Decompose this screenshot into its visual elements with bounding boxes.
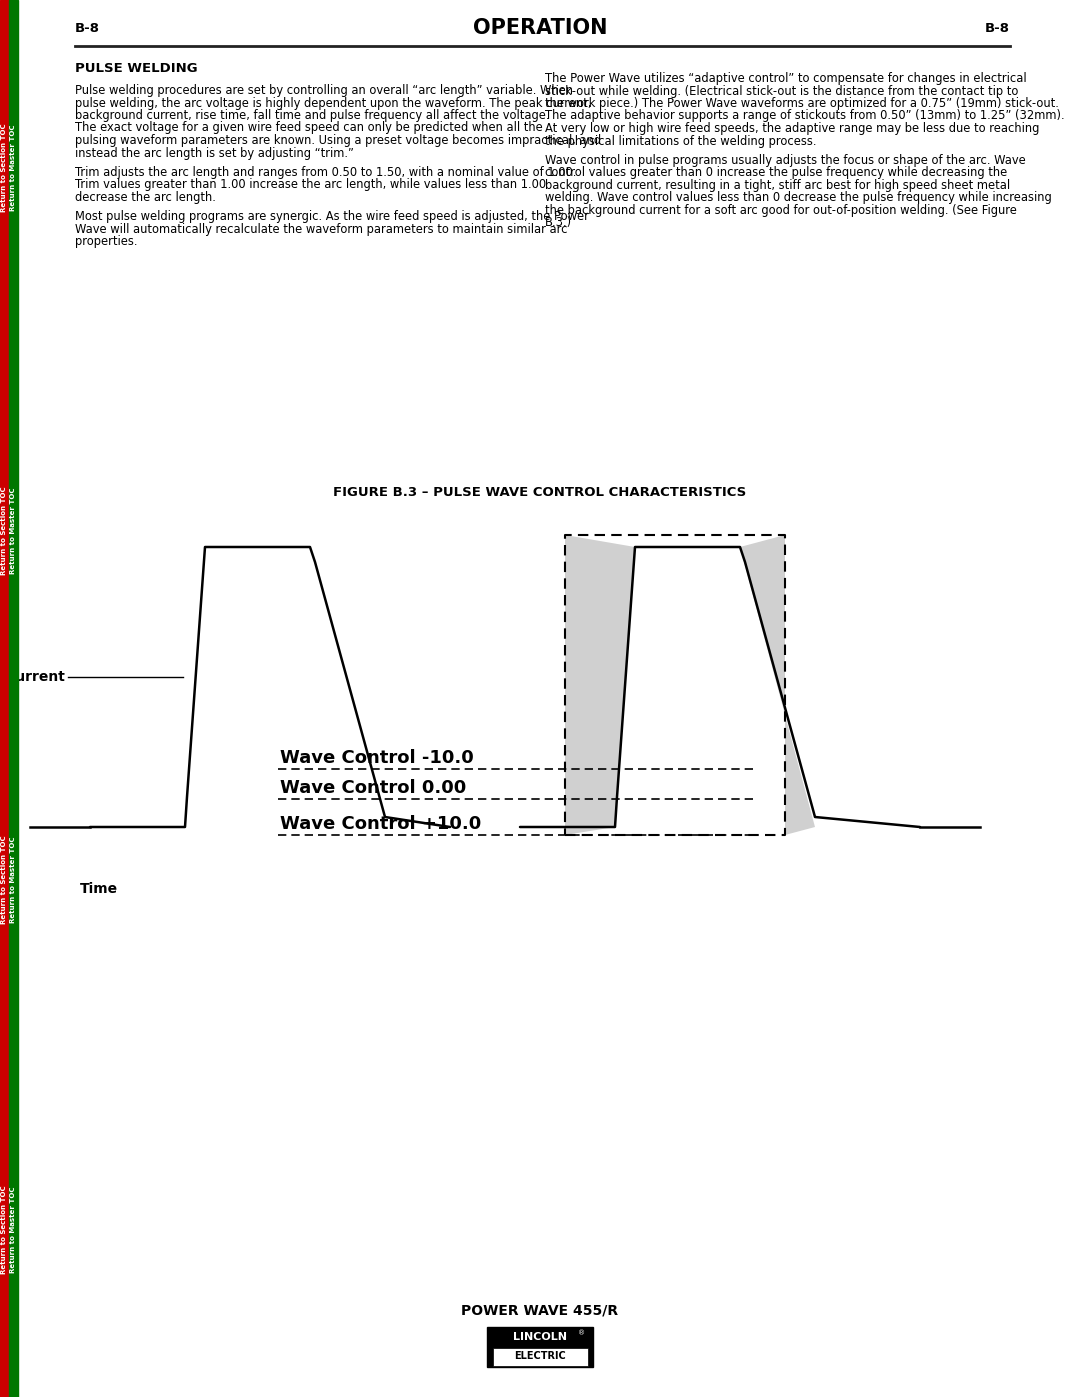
Text: ®: ® xyxy=(578,1330,585,1336)
Text: OPERATION: OPERATION xyxy=(473,18,607,38)
Text: The Power Wave utilizes “adaptive control” to compensate for changes in electric: The Power Wave utilizes “adaptive contro… xyxy=(545,73,1027,85)
Text: The adaptive behavior supports a range of stickouts from 0.50” (13mm) to 1.25” (: The adaptive behavior supports a range o… xyxy=(545,109,1065,123)
Text: pulsing waveform parameters are known. Using a preset voltage becomes impractica: pulsing waveform parameters are known. U… xyxy=(75,134,602,147)
Text: Time: Time xyxy=(80,882,118,895)
Text: Return to Section TOC: Return to Section TOC xyxy=(1,835,8,925)
Text: properties.: properties. xyxy=(75,235,137,249)
Text: instead the arc length is set by adjusting “trim.”: instead the arc length is set by adjusti… xyxy=(75,147,354,159)
Text: decrease the arc length.: decrease the arc length. xyxy=(75,191,216,204)
Text: At very low or high wire feed speeds, the adaptive range may be less due to reac: At very low or high wire feed speeds, th… xyxy=(545,122,1039,136)
Text: FIGURE B.3 – PULSE WAVE CONTROL CHARACTERISTICS: FIGURE B.3 – PULSE WAVE CONTROL CHARACTE… xyxy=(334,486,746,499)
Text: Wave Control 0.00: Wave Control 0.00 xyxy=(280,780,467,798)
Text: Wave Control -10.0: Wave Control -10.0 xyxy=(280,749,474,767)
Text: PULSE WELDING: PULSE WELDING xyxy=(75,61,198,75)
Text: the physical limitations of the welding process.: the physical limitations of the welding … xyxy=(545,134,816,148)
Text: Trim adjusts the arc length and ranges from 0.50 to 1.50, with a nominal value o: Trim adjusts the arc length and ranges f… xyxy=(75,166,577,179)
Text: The exact voltage for a given wire feed speed can only be predicted when all the: The exact voltage for a given wire feed … xyxy=(75,122,543,134)
Polygon shape xyxy=(740,535,815,835)
Text: B.3.): B.3.) xyxy=(545,217,572,229)
Text: stick-out while welding. (Electrical stick-out is the distance from the contact : stick-out while welding. (Electrical sti… xyxy=(545,84,1018,98)
Text: background current, resulting in a tight, stiff arc best for high speed sheet me: background current, resulting in a tight… xyxy=(545,179,1010,191)
Text: Wave Control +10.0: Wave Control +10.0 xyxy=(280,814,482,833)
Text: ELECTRIC: ELECTRIC xyxy=(514,1351,566,1361)
Text: Current: Current xyxy=(5,671,65,685)
Text: Return to Section TOC: Return to Section TOC xyxy=(1,486,8,576)
Text: LINCOLN: LINCOLN xyxy=(513,1331,567,1343)
Text: Return to Master TOC: Return to Master TOC xyxy=(11,837,16,923)
Text: Return to Master TOC: Return to Master TOC xyxy=(11,1186,16,1273)
Text: Trim values greater than 1.00 increase the arc length, while values less than 1.: Trim values greater than 1.00 increase t… xyxy=(75,179,546,191)
Text: Wave control in pulse programs usually adjusts the focus or shape of the arc. Wa: Wave control in pulse programs usually a… xyxy=(545,154,1026,166)
Bar xyxy=(487,1327,593,1368)
Text: Return to Section TOC: Return to Section TOC xyxy=(1,1185,8,1274)
Text: welding. Wave control values less than 0 decrease the pulse frequency while incr: welding. Wave control values less than 0… xyxy=(545,191,1052,204)
Text: Return to Section TOC: Return to Section TOC xyxy=(1,123,8,212)
Text: pulse welding, the arc voltage is highly dependent upon the waveform. The peak c: pulse welding, the arc voltage is highly… xyxy=(75,96,592,109)
Text: POWER WAVE 455/R: POWER WAVE 455/R xyxy=(461,1303,619,1317)
Text: Return to Master TOC: Return to Master TOC xyxy=(11,124,16,211)
Text: control values greater than 0 increase the pulse frequency while decreasing the: control values greater than 0 increase t… xyxy=(545,166,1008,179)
Text: Wave will automatically recalculate the waveform parameters to maintain similar : Wave will automatically recalculate the … xyxy=(75,222,567,236)
Text: B-8: B-8 xyxy=(985,21,1010,35)
Bar xyxy=(492,1348,588,1366)
Text: B-8: B-8 xyxy=(75,21,100,35)
Text: Pulse welding procedures are set by controlling an overall “arc length” variable: Pulse welding procedures are set by cont… xyxy=(75,84,573,96)
Text: the work piece.) The Power Wave waveforms are optimized for a 0.75” (19mm) stick: the work piece.) The Power Wave waveform… xyxy=(545,96,1058,110)
Bar xyxy=(9,0,18,1397)
Bar xyxy=(0,0,9,1397)
Text: Return to Master TOC: Return to Master TOC xyxy=(11,488,16,574)
Text: Most pulse welding programs are synergic. As the wire feed speed is adjusted, th: Most pulse welding programs are synergic… xyxy=(75,211,589,224)
Polygon shape xyxy=(565,535,635,835)
Text: the background current for a soft arc good for out-of-position welding. (See Fig: the background current for a soft arc go… xyxy=(545,204,1017,217)
Text: background current, rise time, fall time and pulse frequency all affect the volt: background current, rise time, fall time… xyxy=(75,109,550,122)
